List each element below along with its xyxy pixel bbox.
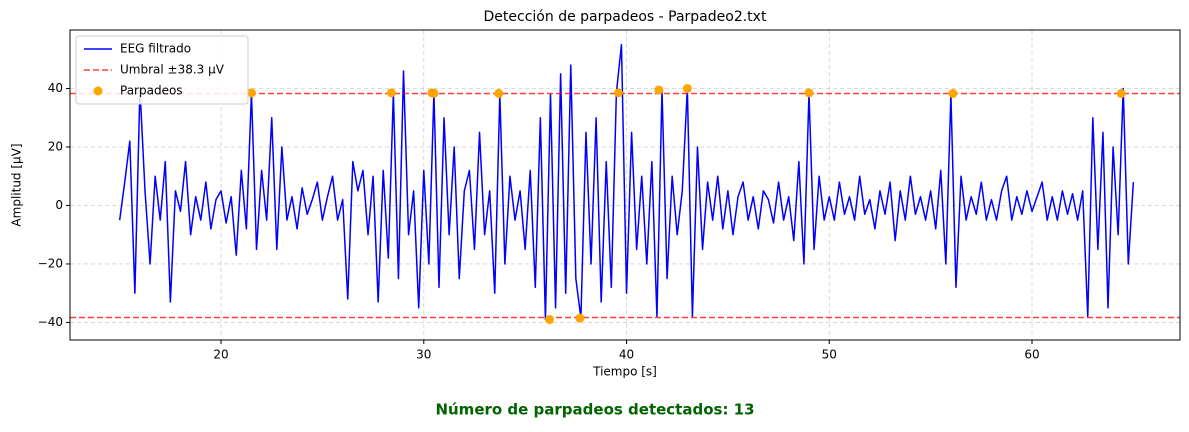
blink-point bbox=[246, 88, 256, 98]
y-tick-label: −20 bbox=[38, 256, 63, 270]
legend-label: EEG filtrado bbox=[120, 42, 191, 56]
chart-title: Detección de parpadeos - Parpadeo2.txt bbox=[484, 9, 767, 25]
blink-point bbox=[1116, 88, 1126, 98]
blink-point bbox=[544, 315, 554, 325]
y-tick-label: 40 bbox=[48, 81, 63, 95]
blink-point bbox=[386, 88, 396, 98]
blink-point bbox=[494, 88, 504, 98]
blink-point bbox=[948, 88, 958, 98]
eeg-line bbox=[118, 43, 1135, 321]
detection-count: Número de parpadeos detectados: 13 bbox=[435, 401, 754, 419]
legend-box bbox=[75, 35, 249, 105]
blink-point bbox=[429, 88, 439, 98]
x-tick-label: 20 bbox=[213, 348, 228, 362]
x-tick-label: 60 bbox=[1024, 348, 1039, 362]
x-tick-label: 40 bbox=[619, 348, 634, 362]
blink-point bbox=[682, 83, 692, 93]
x-tick-label: 30 bbox=[416, 348, 431, 362]
y-axis-label: Amplitud [µV] bbox=[10, 143, 24, 226]
legend-label: Umbral ±38.3 µV bbox=[120, 63, 225, 77]
blink-point bbox=[613, 88, 623, 98]
legend-label: Parpadeos bbox=[120, 84, 183, 98]
legend-swatch bbox=[93, 86, 103, 96]
x-axis-label: Tiempo [s] bbox=[592, 365, 657, 379]
y-tick-label: −40 bbox=[38, 315, 63, 329]
x-tick-label: 50 bbox=[822, 348, 837, 362]
y-tick-label: 0 bbox=[55, 198, 63, 212]
y-tick-label: 20 bbox=[48, 139, 63, 153]
blink-point bbox=[804, 88, 814, 98]
blink-point bbox=[654, 85, 664, 95]
blink-point bbox=[575, 313, 585, 323]
plot-frame bbox=[69, 29, 1181, 341]
